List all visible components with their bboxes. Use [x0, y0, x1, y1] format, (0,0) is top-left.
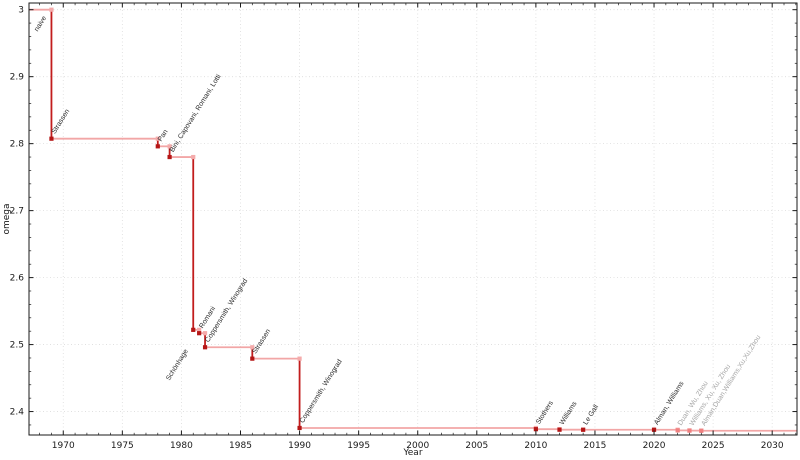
step-corner-marker: [202, 331, 208, 336]
y-tick-label: 2.6: [10, 274, 25, 284]
y-tick-label: 3: [18, 6, 24, 16]
y-tick-label: 2.8: [10, 140, 25, 150]
data-point-marker: [651, 427, 657, 432]
x-tick-label: 2020: [643, 441, 666, 451]
y-tick-label: 2.7: [10, 207, 24, 217]
plot-border: [28, 2, 798, 436]
data-point-marker: [699, 428, 704, 433]
step-corner-marker: [250, 345, 255, 350]
x-tick-label: 2010: [524, 441, 547, 451]
y-axis-label: omega: [2, 203, 12, 234]
x-tick-label: 2005: [465, 441, 488, 451]
x-axis-label: Year: [402, 448, 422, 458]
data-point-marker: [250, 356, 255, 361]
data-point-marker: [197, 331, 202, 336]
tick-label-layer: 1970 1975 1980 1985 1990 1995 2000 2005 2010 2015…: [10, 6, 784, 451]
data-point-marker: [297, 425, 302, 431]
data-point-marker: [167, 154, 172, 160]
data-point-marker: [191, 327, 196, 332]
step-corner-marker: [197, 327, 202, 332]
x-tick-label: 1995: [347, 441, 370, 451]
step-corner-marker: [191, 154, 196, 160]
data-point-marker: [155, 144, 160, 149]
data-point-marker: [675, 428, 680, 433]
data-point-marker: [581, 427, 586, 432]
data-point-marker: [557, 427, 562, 432]
step-corner-marker: [297, 356, 302, 361]
x-tick-label: 1970: [52, 441, 75, 451]
x-tick-label: 2025: [702, 441, 725, 451]
data-point-marker: [687, 428, 692, 433]
data-point-marker: [49, 136, 54, 141]
data-point-marker: [533, 427, 538, 432]
x-tick-label: 1990: [288, 441, 311, 451]
x-tick-label: 2030: [761, 441, 784, 451]
step-corner-marker: [167, 144, 172, 149]
data-point-marker: [202, 345, 208, 350]
x-tick-label: 1985: [229, 441, 252, 451]
x-tick-label: 1975: [111, 441, 134, 451]
x-tick-label: 2000: [406, 441, 429, 451]
y-tick-label: 2.9: [10, 73, 25, 83]
y-tick-label: 2.5: [10, 341, 24, 351]
x-tick-label: 1980: [170, 441, 193, 451]
step-corner-marker: [49, 7, 54, 12]
x-tick-label: 2015: [584, 441, 607, 451]
step-corner-marker: [155, 136, 160, 141]
y-tick-label: 2.4: [10, 408, 25, 418]
marker-layer: [49, 7, 704, 433]
